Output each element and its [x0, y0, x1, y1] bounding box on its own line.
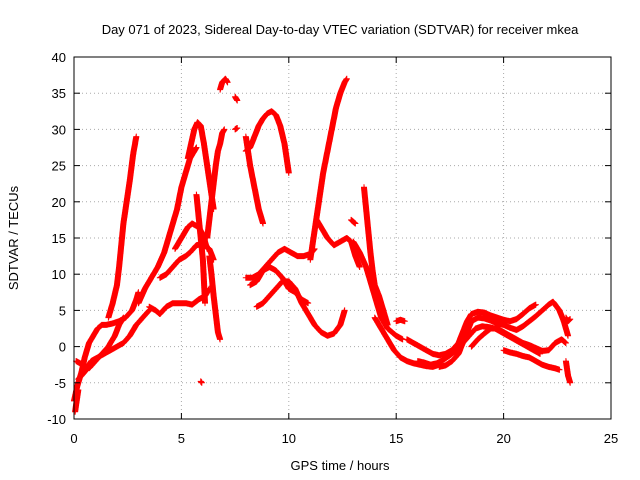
y-tick-label: 10 [52, 267, 66, 282]
y-tick-label: 20 [52, 195, 66, 210]
y-tick-label: -10 [47, 412, 66, 427]
series-track-4 [75, 307, 153, 383]
x-tick-label: 5 [178, 431, 185, 446]
data-point-markers [232, 124, 241, 133]
series-track-29 [436, 298, 572, 370]
data-point-markers [75, 307, 153, 383]
data-point-markers [72, 387, 82, 415]
x-axis-label: GPS time / hours [291, 458, 390, 473]
series-track-31 [500, 347, 563, 373]
x-tick-label: 10 [282, 431, 296, 446]
data-point-markers [105, 133, 140, 321]
series-track-15 [232, 124, 241, 133]
data-point-markers [307, 75, 350, 263]
data-point-markers [350, 238, 406, 343]
data-point-markers [242, 133, 267, 227]
x-tick-label: 15 [389, 431, 403, 446]
data-point-markers [436, 298, 572, 370]
series-track-14 [232, 93, 241, 104]
series-track-11 [204, 126, 228, 241]
data-point-markers [562, 314, 574, 325]
data-point-markers [500, 347, 563, 373]
data-point-markers [393, 316, 408, 325]
y-tick-label: 35 [52, 86, 66, 101]
series-track-36 [72, 387, 82, 415]
data-point-markers [204, 126, 228, 241]
data-point-markers [253, 278, 348, 339]
series-track-12 [206, 253, 224, 343]
y-tick-label: 25 [52, 159, 66, 174]
x-tick-label: 25 [604, 431, 618, 446]
data-points [71, 75, 574, 415]
series-track-34 [348, 216, 359, 227]
series-track-33 [562, 358, 574, 386]
series-track-17 [242, 133, 267, 227]
series-track-10 [193, 191, 209, 307]
data-point-markers [217, 75, 231, 93]
series-track-24 [350, 238, 406, 343]
axis-ticks: 0 5 10 15 20 25 -10 -5 0 5 10 15 20 25 30 35 40 [47, 50, 618, 446]
series-track-13 [217, 75, 231, 93]
data-point-markers [135, 144, 200, 307]
y-tick-label: 5 [59, 303, 66, 318]
y-tick-label: 40 [52, 50, 66, 65]
y-tick-label: -5 [54, 376, 66, 391]
series-track-27 [403, 301, 539, 359]
data-point-markers [232, 93, 241, 104]
data-point-markers [206, 253, 224, 343]
series-track-30 [468, 325, 569, 354]
series-track-21 [307, 75, 350, 263]
series-track-20 [253, 278, 348, 339]
data-point-markers [468, 325, 569, 354]
y-tick-label: 30 [52, 122, 66, 137]
data-point-markers [348, 216, 359, 227]
y-tick-label: 0 [59, 340, 66, 355]
series-track-32 [562, 314, 574, 325]
data-point-markers [197, 378, 205, 386]
chart-title: Day 071 of 2023, Sidereal Day-to-day VTE… [102, 22, 579, 37]
series-track-5 [135, 144, 200, 307]
series-track-35 [197, 378, 205, 386]
data-point-markers [361, 184, 391, 328]
y-tick-label: 15 [52, 231, 66, 246]
data-point-markers [562, 358, 574, 386]
series-track-23 [361, 184, 391, 328]
data-point-markers [403, 301, 539, 359]
series-track-26 [393, 316, 408, 325]
y-axis-label: SDTVAR / TECUs [6, 185, 21, 290]
series-track-2 [105, 133, 140, 321]
data-point-markers [193, 191, 209, 307]
x-tick-label: 20 [496, 431, 510, 446]
x-tick-label: 0 [70, 431, 77, 446]
